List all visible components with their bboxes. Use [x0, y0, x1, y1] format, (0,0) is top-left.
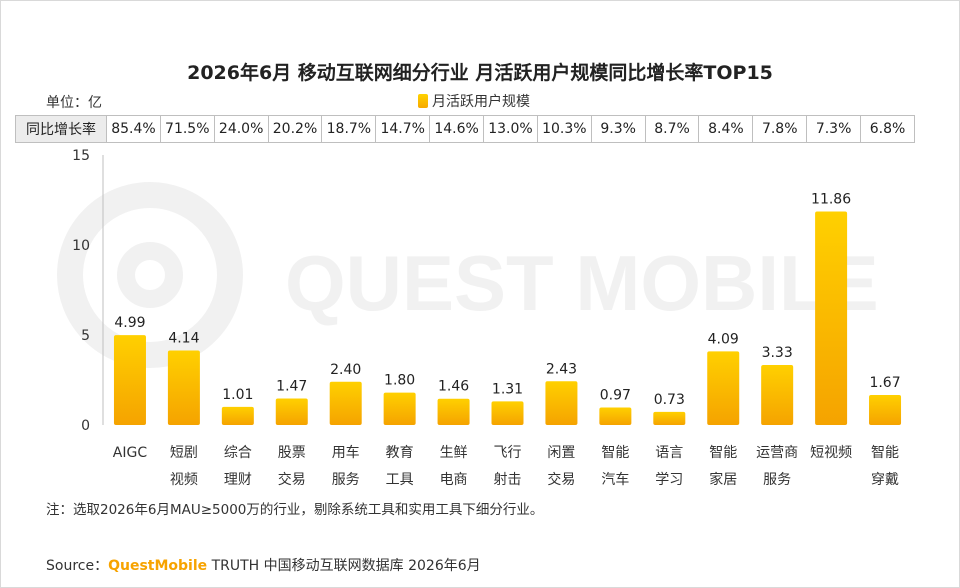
x-tick-label: 智能 — [601, 445, 629, 461]
watermark-logo-icon — [57, 182, 243, 368]
data-label: 1.31 — [492, 381, 523, 397]
growth-rate-cell: 7.3% — [806, 115, 862, 143]
bar — [599, 407, 632, 425]
bar — [815, 211, 848, 425]
growth-rate-cell: 20.2% — [267, 115, 323, 143]
legend-swatch — [418, 94, 428, 108]
x-tick-label: 交易 — [547, 471, 575, 488]
growth-rate-cell: 9.3% — [590, 115, 646, 143]
data-label: 0.73 — [654, 392, 685, 408]
growth-rate-cell: 85.4% — [106, 115, 161, 143]
data-label: 3.33 — [762, 345, 793, 361]
x-tick-label: 穿戴 — [871, 472, 899, 488]
x-tick-label: AIGC — [113, 445, 148, 461]
bar — [329, 381, 362, 425]
x-tick-label: 闲置 — [547, 445, 575, 461]
growth-rate-cell: 7.8% — [752, 115, 808, 143]
bar — [437, 398, 470, 425]
x-tick-label: 视频 — [170, 472, 198, 488]
growth-rate-cell: 14.7% — [375, 115, 431, 143]
bar — [491, 401, 524, 425]
data-label: 1.47 — [276, 379, 307, 395]
source-brand: QuestMobile — [108, 558, 208, 574]
bar — [707, 351, 740, 425]
x-tick-label: 运营商 — [756, 445, 798, 461]
chart-title: 2026年6月 移动互联网细分行业 月活跃用户规模同比增长率TOP15 — [187, 62, 773, 84]
legend-label: 月活跃用户规模 — [432, 94, 530, 110]
y-tick-label: 10 — [72, 238, 90, 254]
x-tick-label: 生鲜 — [440, 445, 468, 461]
x-tick-label: 智能 — [871, 445, 899, 461]
x-tick-label: 理财 — [224, 472, 252, 488]
x-tick-label: 射击 — [494, 472, 522, 488]
bar — [167, 350, 200, 425]
data-label: 4.99 — [114, 315, 145, 331]
x-tick-label: 智能 — [709, 445, 737, 461]
growth-rate-cell: 8.7% — [644, 115, 700, 143]
growth-rate-cell: 13.0% — [483, 115, 538, 143]
bar — [113, 335, 146, 425]
data-label: 1.67 — [869, 375, 900, 391]
data-label: 2.40 — [330, 362, 361, 378]
bar — [221, 406, 254, 425]
source-suffix: TRUTH 中国移动互联网数据库 2026年6月 — [207, 558, 481, 574]
data-label: 2.43 — [546, 361, 577, 377]
y-tick-label: 5 — [81, 328, 90, 344]
x-tick-label: 交易 — [278, 471, 306, 488]
data-label: 1.01 — [222, 387, 253, 403]
unit-label: 单位：亿 — [46, 95, 102, 111]
x-tick-label: 服务 — [332, 472, 360, 488]
watermark-text: QUEST MOBILE — [285, 239, 879, 327]
bar — [275, 398, 308, 425]
y-tick-label: 15 — [72, 148, 90, 164]
x-tick-label: 短视频 — [810, 445, 852, 461]
source-line: Source：QuestMobile TRUTH 中国移动互联网数据库 2026… — [46, 555, 481, 575]
x-tick-label: 家居 — [709, 471, 737, 488]
x-tick-label: 工具 — [386, 472, 414, 488]
data-label: 0.97 — [600, 388, 631, 404]
growth-rate-cell: 6.8% — [860, 115, 915, 143]
x-tick-label: 飞行 — [494, 445, 522, 461]
x-tick-label: 电商 — [440, 472, 468, 488]
data-label: 4.14 — [168, 330, 199, 346]
x-tick-label: 学习 — [655, 472, 683, 488]
bar — [653, 411, 686, 425]
bar — [545, 381, 578, 425]
data-label: 4.09 — [708, 331, 739, 347]
bar — [761, 365, 794, 425]
data-label: 1.80 — [384, 373, 415, 389]
x-tick-label: 服务 — [763, 472, 791, 488]
x-tick-label: 短剧 — [170, 445, 198, 461]
x-tick-label: 用车 — [332, 444, 360, 461]
x-tick-label: 股票 — [278, 445, 306, 461]
x-tick-label: 综合 — [224, 445, 252, 461]
source-prefix: Source： — [46, 558, 109, 574]
x-tick-label: 语言 — [655, 445, 683, 461]
data-label: 1.46 — [438, 379, 469, 395]
growth-rate-header: 同比增长率 — [15, 115, 107, 143]
data-label: 11.86 — [811, 192, 851, 208]
bar — [383, 392, 416, 425]
bar — [869, 394, 902, 425]
watermark: QUEST MOBILE — [57, 182, 879, 368]
growth-rate-cell: 71.5% — [159, 115, 215, 143]
footnote: 注：选取2026年6月MAU≥5000万的行业，剔除系统工具和实用工具下细分行业… — [46, 502, 544, 518]
growth-rate-cell: 14.6% — [429, 115, 485, 143]
growth-rate-cell: 10.3% — [536, 115, 592, 143]
x-tick-label: 教育 — [386, 445, 414, 461]
x-tick-label: 汽车 — [601, 471, 629, 488]
growth-rate-cell: 8.4% — [698, 115, 754, 143]
legend: 月活跃用户规模 — [418, 91, 530, 111]
growth-rate-row: 同比增长率 85.4% 71.5% 24.0% 20.2% 18.7% 14.7% 14.6… — [15, 115, 915, 143]
y-tick-label: 0 — [81, 418, 90, 434]
growth-rate-cell: 24.0% — [213, 115, 269, 143]
growth-rate-table: 同比增长率 85.4% 71.5% 24.0% 20.2% 18.7% 14.7% 14.6… — [15, 115, 915, 143]
